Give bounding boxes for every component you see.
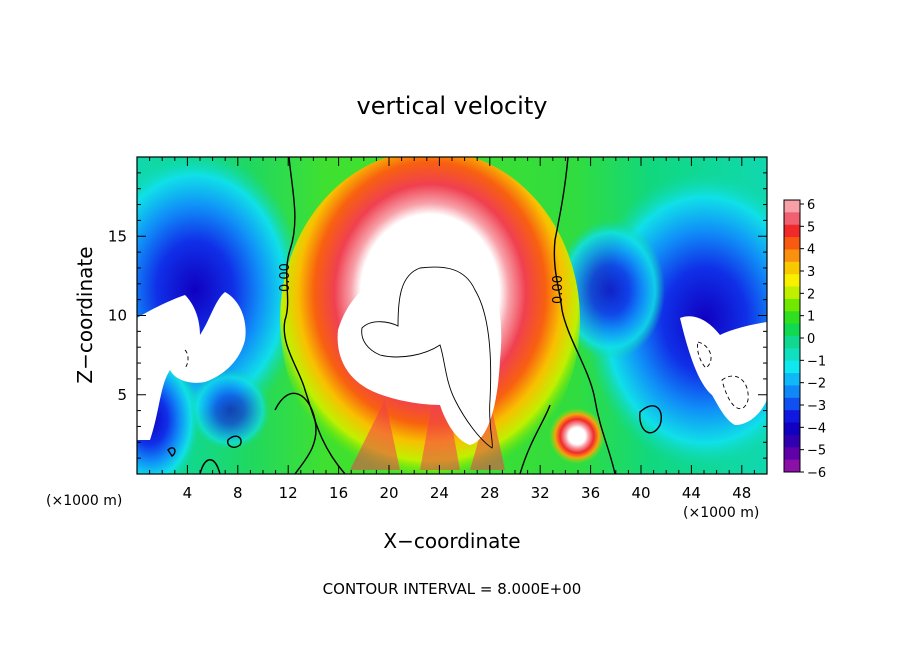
x-tick-label: 32: [531, 484, 550, 502]
colorbar-tick-label: −3: [807, 399, 826, 414]
colorbar-frame: [783, 199, 801, 473]
x-tick-label: 8: [233, 484, 243, 502]
x-tick-label: 4: [183, 484, 193, 502]
x-tick-label: 48: [732, 484, 751, 502]
x-tick-label: 24: [430, 484, 449, 502]
x-tick-label: 12: [279, 484, 298, 502]
colorbar: 6 5 4 3 2 1 0 −1 −2 −3 −4 −5 −6: [783, 198, 826, 481]
colorbar-tick-label: −6: [807, 466, 826, 481]
y-tick-label: 10: [108, 307, 127, 325]
colorbar-swatch: [784, 434, 800, 448]
colorbar-tick-label: −1: [807, 354, 826, 369]
x-tick-label: 28: [480, 484, 499, 502]
x-axis-ticks: 4 8 12 16 20 24 28 32 36 40 44 48: [149, 157, 755, 502]
contour-label-right: 0.00: [551, 275, 566, 304]
colorbar-swatch: [784, 261, 800, 275]
colorbar-swatch: [784, 298, 800, 312]
y-tick-label: 5: [117, 386, 127, 404]
colorbar-tick-label: −5: [807, 444, 826, 459]
contour-lines: [167, 157, 662, 474]
chart-title: vertical velocity: [357, 92, 548, 120]
colorbar-tick-label: 3: [807, 265, 815, 280]
x-axis-label: X−coordinate: [383, 529, 520, 553]
colorbar-swatch: [784, 249, 800, 263]
colorbar-tick-label: 6: [807, 198, 815, 213]
colorbar-tick-label: 4: [807, 243, 815, 258]
colorbar-swatch: [784, 422, 800, 436]
colorbar-tick-label: −4: [807, 421, 826, 436]
x-tick-label: 36: [581, 484, 600, 502]
colorbar-tick-label: 2: [807, 287, 815, 302]
colorbar-tick-label: −2: [807, 377, 826, 392]
colorbar-swatch: [784, 348, 800, 362]
x-tick-label: 16: [329, 484, 348, 502]
contour-interval-footer: CONTOUR INTERVAL = 8.000E+00: [323, 580, 582, 598]
colorbar-swatch: [784, 224, 800, 238]
y-axis-label: Z−coordinate: [73, 246, 97, 383]
x-unit-left: (×1000 m): [46, 493, 122, 509]
x-unit-right: (×1000 m): [683, 505, 759, 521]
colorbar-swatch: [784, 212, 800, 226]
colorbar-swatch: [784, 360, 800, 374]
colorbar-swatch: [784, 410, 800, 424]
dashed-contours: [184, 341, 749, 410]
colorbar-tick-label: 1: [807, 310, 815, 325]
colorbar-swatch: [784, 286, 800, 300]
colorbar-swatch: [784, 237, 800, 250]
core-contour: [361, 266, 493, 449]
colorbar-swatch: [784, 385, 800, 399]
colorbar-swatch: [784, 336, 800, 349]
y-axis-ticks: 5 10 15: [108, 172, 767, 459]
colorbar-tick-label: 0: [807, 332, 815, 347]
x-tick-label: 44: [682, 484, 701, 502]
colorbar-swatch: [784, 200, 800, 213]
colorbar-swatch: [784, 447, 800, 461]
colorbar-swatch: [784, 311, 800, 325]
heatmap-field: [137, 157, 767, 474]
x-tick-label: 20: [379, 484, 398, 502]
colorbar-swatch: [784, 373, 800, 386]
colorbar-tick-label: 5: [807, 220, 815, 235]
colorbar-swatch: [784, 397, 800, 411]
colorbar-swatch: [784, 459, 800, 473]
contour-label-left: 0.00: [278, 263, 293, 292]
y-tick-label: 15: [108, 227, 127, 245]
x-tick-label: 40: [631, 484, 650, 502]
colorbar-swatch: [784, 323, 800, 337]
colorbar-swatch: [784, 274, 800, 288]
